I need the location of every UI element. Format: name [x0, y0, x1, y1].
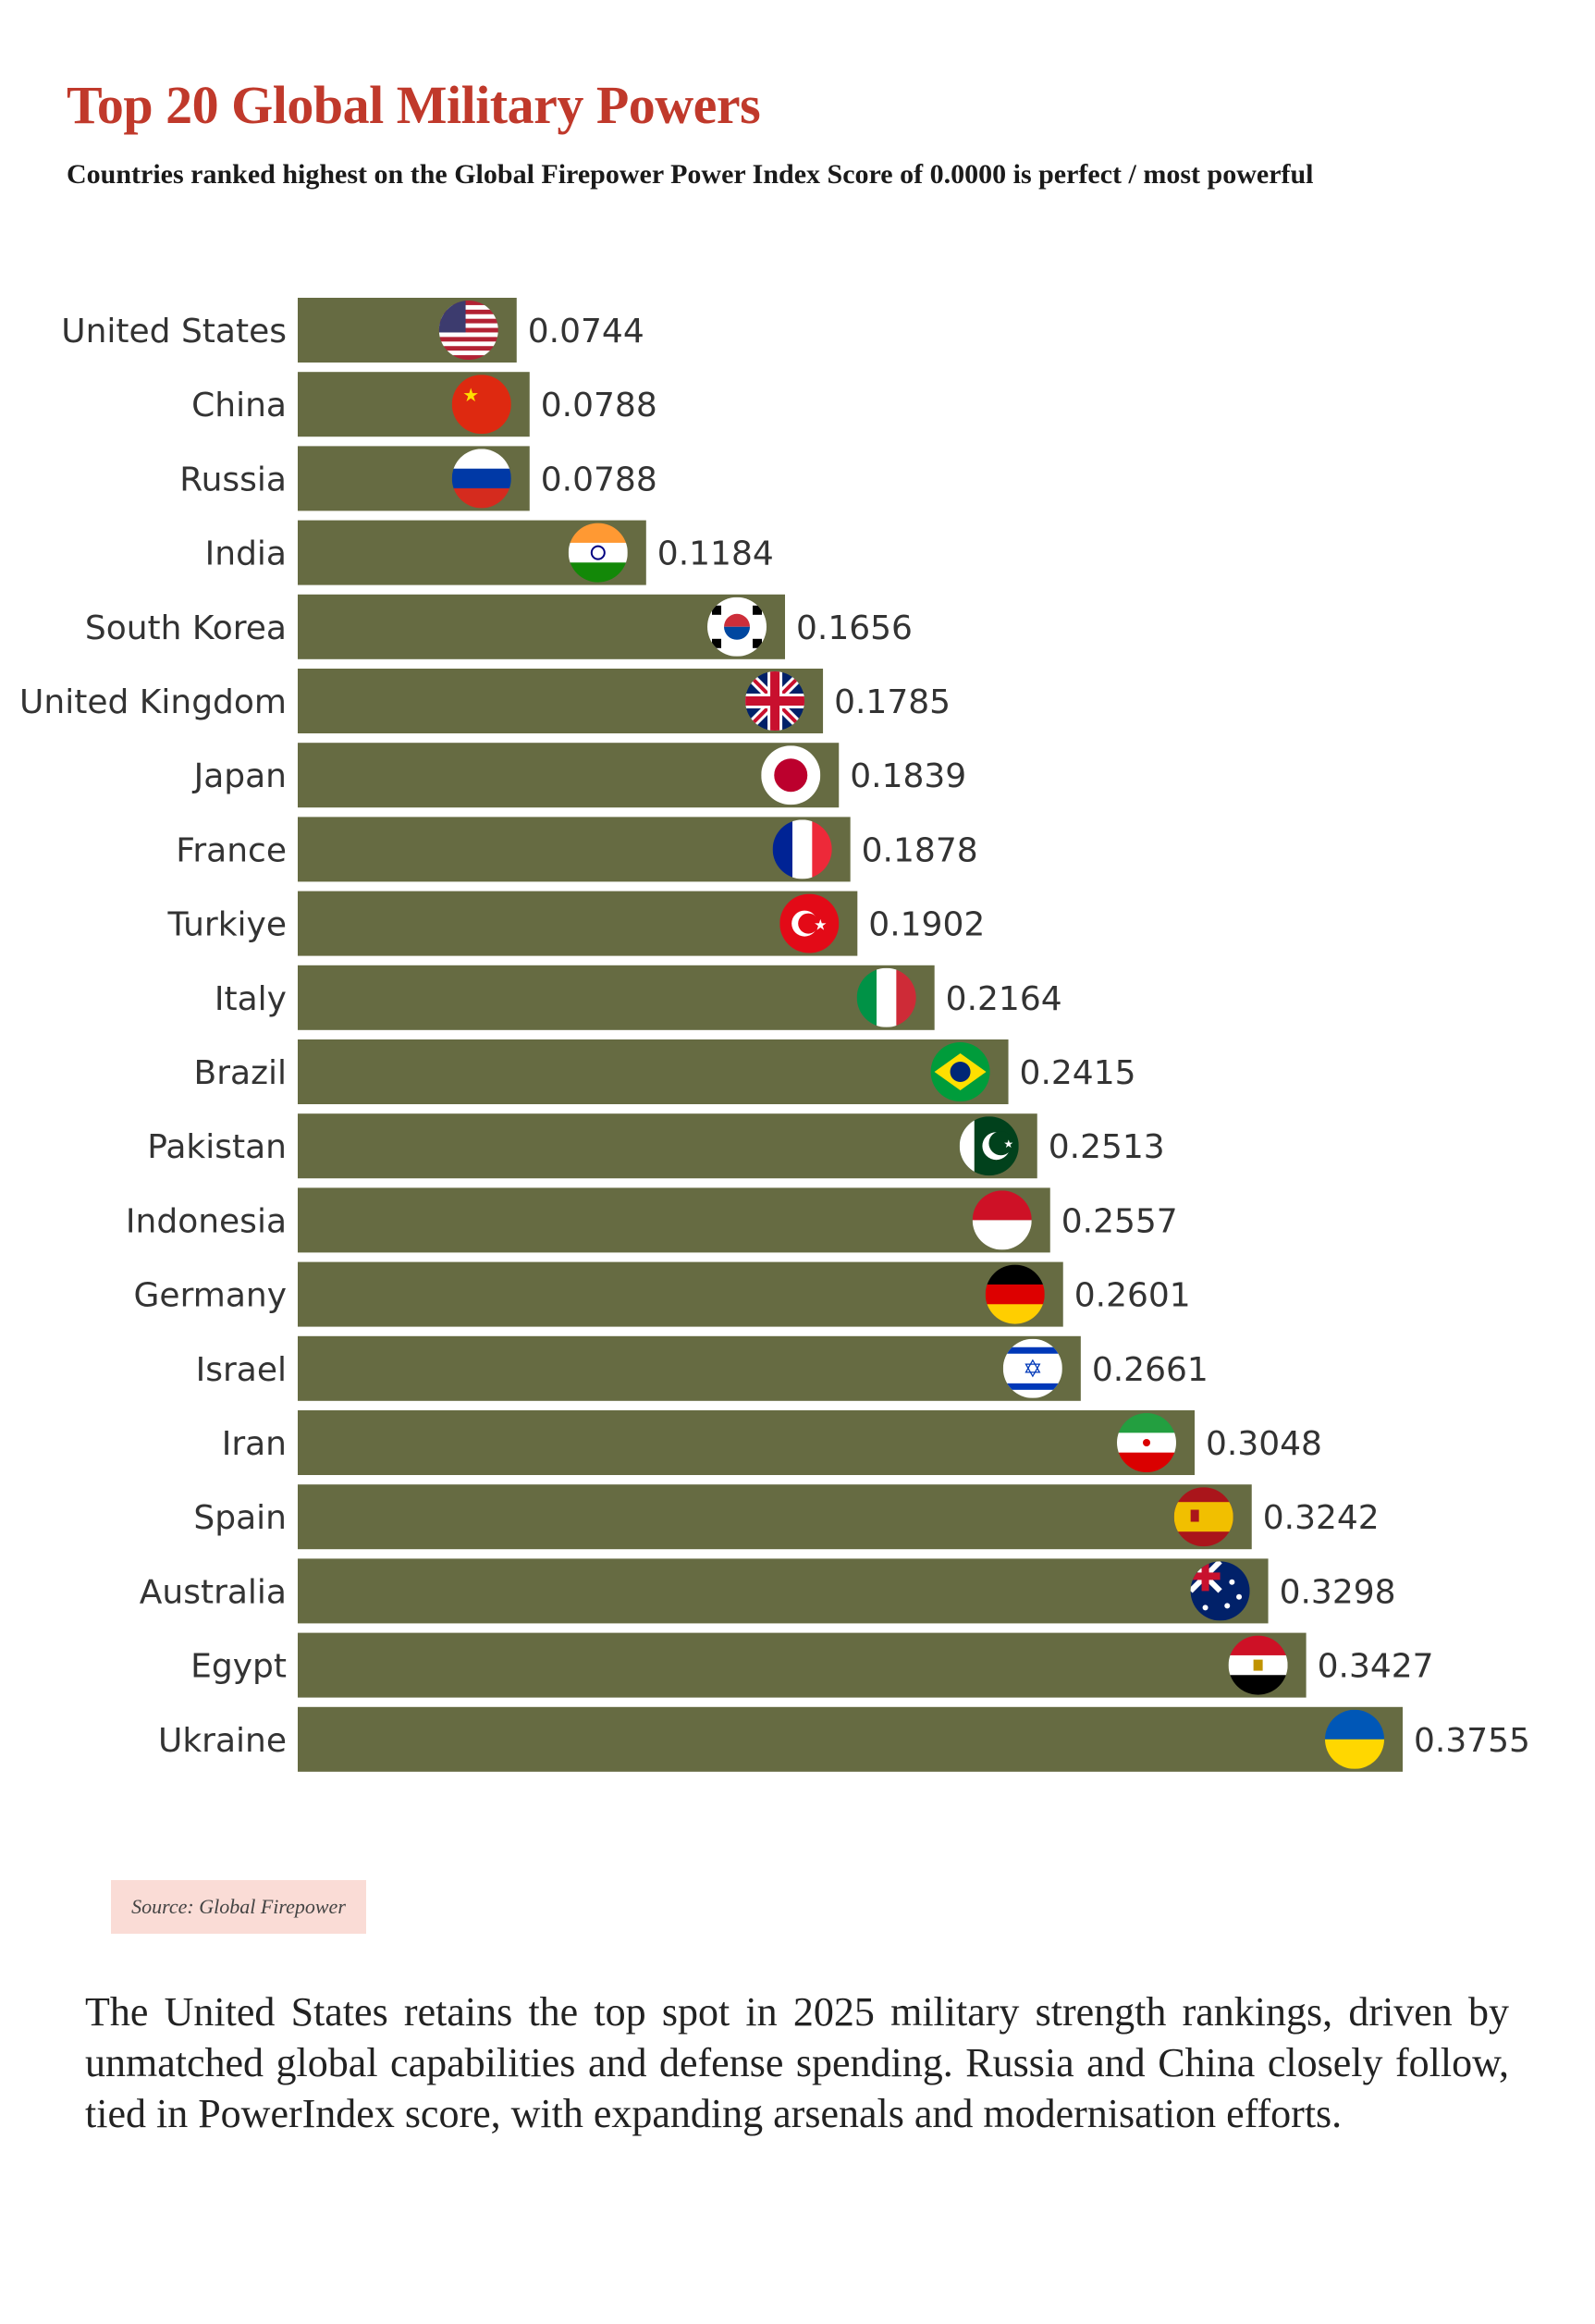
australia-flag-icon	[1190, 1561, 1250, 1621]
italy-flag-icon	[856, 967, 916, 1027]
category-label: Germany	[134, 1277, 287, 1315]
bar	[298, 1632, 1307, 1698]
category-label: Ukraine	[158, 1722, 287, 1760]
value-label: 0.3755	[1414, 1722, 1530, 1760]
value-label: 0.2164	[946, 980, 1062, 1018]
svg-text:★: ★	[1003, 1137, 1013, 1150]
ukraine-flag-icon	[1325, 1709, 1384, 1769]
egypt-flag-icon	[1228, 1635, 1288, 1695]
value-label: 0.2557	[1061, 1202, 1178, 1240]
category-label: India	[205, 535, 287, 573]
category-label: Russia	[179, 461, 287, 498]
france-flag-icon	[772, 819, 832, 879]
bar	[298, 669, 824, 733]
category-label: China	[191, 387, 287, 424]
value-label: 0.3427	[1318, 1648, 1434, 1686]
category-label: Italy	[215, 980, 287, 1018]
spain-flag-icon	[1173, 1487, 1233, 1547]
bar	[298, 1261, 1063, 1327]
value-label: 0.2661	[1092, 1351, 1209, 1389]
value-label: 0.3298	[1280, 1573, 1396, 1611]
bar	[298, 1113, 1037, 1179]
value-label: 0.2415	[1020, 1054, 1136, 1092]
category-label: Australia	[140, 1573, 287, 1611]
category-label: Japan	[192, 757, 287, 795]
value-label: 0.1902	[868, 906, 985, 944]
bar	[298, 1558, 1269, 1624]
japan-flag-icon	[761, 745, 821, 805]
bar	[298, 1039, 1009, 1104]
israel-flag-icon: ✡	[1002, 1338, 1062, 1398]
chart-subtitle: Countries ranked highest on the Global F…	[67, 159, 1314, 190]
svg-text:★: ★	[814, 916, 827, 934]
svg-text:★: ★	[462, 384, 479, 406]
value-label: 0.2513	[1049, 1128, 1165, 1166]
value-label: 0.0744	[528, 313, 644, 350]
russia-flag-icon	[451, 449, 511, 509]
category-label: Israel	[196, 1351, 287, 1389]
bar	[298, 1484, 1252, 1550]
category-label: Pakistan	[147, 1128, 287, 1166]
value-label: 0.1184	[657, 535, 774, 573]
chart-title: Top 20 Global Military Powers	[67, 75, 761, 135]
uk-flag-icon	[745, 671, 805, 731]
category-label: Spain	[193, 1499, 287, 1537]
bar	[298, 965, 935, 1030]
value-label: 0.1839	[850, 757, 966, 795]
category-label: Iran	[222, 1425, 287, 1463]
category-label: United States	[61, 313, 287, 350]
us-flag-icon	[438, 301, 498, 360]
value-label: 0.0788	[541, 387, 657, 424]
china-flag-icon: ★	[451, 375, 511, 435]
pakistan-flag-icon: ★	[959, 1116, 1019, 1176]
iran-flag-icon	[1117, 1413, 1177, 1472]
bar	[298, 817, 851, 882]
category-label: Brazil	[194, 1054, 287, 1092]
value-label: 0.1785	[834, 683, 951, 721]
value-label: 0.2601	[1074, 1277, 1191, 1315]
value-label: 0.1878	[862, 831, 978, 869]
category-label: Indonesia	[126, 1202, 287, 1240]
bar-chart: United States 0.0744 China 0.0788 ★ Russia 0.0…	[19, 298, 1530, 1772]
bar	[298, 1335, 1081, 1401]
bar	[298, 891, 858, 956]
turkiye-flag-icon: ★	[779, 893, 840, 953]
bar	[298, 1187, 1050, 1253]
category-label: France	[176, 831, 287, 869]
brazil-flag-icon	[930, 1042, 990, 1101]
bar	[298, 594, 786, 659]
india-flag-icon	[568, 523, 628, 583]
category-label: Turkiye	[167, 906, 287, 944]
category-label: South Korea	[85, 609, 287, 647]
value-label: 0.1656	[796, 609, 913, 647]
south-korea-flag-icon	[707, 596, 767, 657]
category-label: Egypt	[190, 1648, 287, 1686]
indonesia-flag-icon	[972, 1190, 1032, 1250]
category-label: United Kingdom	[19, 683, 287, 721]
bar	[298, 1706, 1403, 1772]
value-label: 0.0788	[541, 461, 657, 498]
body-paragraph: The United States retains the top spot i…	[85, 1989, 1509, 2136]
value-label: 0.3048	[1206, 1425, 1322, 1463]
germany-flag-icon	[985, 1264, 1045, 1324]
svg-text:✡: ✡	[1023, 1356, 1043, 1383]
value-label: 0.3242	[1263, 1499, 1380, 1537]
bar	[298, 743, 840, 808]
bar	[298, 1410, 1196, 1475]
source-badge: Source: Global Firepower	[111, 1880, 366, 1934]
